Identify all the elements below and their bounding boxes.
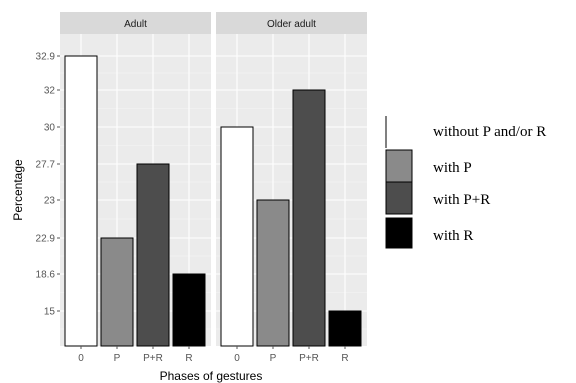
bar-adult-pplusr <box>136 163 170 347</box>
y-tick-label: 23 <box>44 196 56 207</box>
bar-adult-0 <box>64 55 98 347</box>
legend: without P and/or R with P with P+R with R <box>385 116 546 249</box>
bar-older-adult-p <box>256 199 290 347</box>
legend-swatch <box>385 217 413 249</box>
bar-older-adult-r <box>328 310 362 347</box>
y-axis-title: Percentage <box>11 159 25 221</box>
x-tick-label: 0 <box>234 353 240 364</box>
y-tick-label: 27.7 <box>36 160 56 171</box>
panel-older-adult: Older adult <box>216 12 367 347</box>
legend-item: with P+R <box>385 181 490 215</box>
chart-panels: Adult Older adult <box>60 12 367 347</box>
legend-item: with R <box>385 217 473 249</box>
x-axis: 0 P P+R R 0 P P+R R <box>78 346 349 364</box>
bar-adult-r <box>172 273 206 347</box>
legend-swatch <box>385 181 413 215</box>
bar-older-adult-0 <box>220 126 254 347</box>
x-tick-label: R <box>185 353 192 364</box>
legend-item: without P and/or R <box>385 116 546 148</box>
strip-label: Older adult <box>267 19 316 30</box>
y-tick-label: 22.9 <box>36 234 56 245</box>
y-tick-label: 18.6 <box>36 270 56 281</box>
legend-label: without P and/or R <box>433 124 546 140</box>
x-tick-label: P+R <box>143 353 163 364</box>
bar-older-adult-pplusr <box>292 89 326 347</box>
strip-label: Adult <box>124 19 147 30</box>
strip-background <box>60 12 211 34</box>
x-tick-label: R <box>341 353 348 364</box>
panel-adult: Adult <box>60 12 211 347</box>
y-tick-label: 30 <box>44 123 56 134</box>
y-tick-label: 32 <box>44 86 56 97</box>
strip-background <box>216 12 367 34</box>
x-tick-label: P+R <box>299 353 319 364</box>
y-tick-label: 32.9 <box>36 52 56 63</box>
legend-label: with P+R <box>433 192 490 208</box>
legend-swatch <box>386 116 412 148</box>
legend-label: with R <box>433 228 473 244</box>
legend-swatch <box>385 149 413 183</box>
y-axis: 15 18.6 22.9 23 27.7 30 32 32.9 <box>36 52 60 318</box>
legend-item: with P <box>385 149 472 183</box>
x-tick-label: P <box>114 353 121 364</box>
x-tick-label: P <box>270 353 277 364</box>
x-axis-title: Phases of gestures <box>160 369 263 383</box>
x-tick-label: 0 <box>78 353 84 364</box>
y-tick-label: 15 <box>44 307 56 318</box>
bar-adult-p <box>100 237 134 347</box>
legend-label: with P <box>433 160 472 176</box>
